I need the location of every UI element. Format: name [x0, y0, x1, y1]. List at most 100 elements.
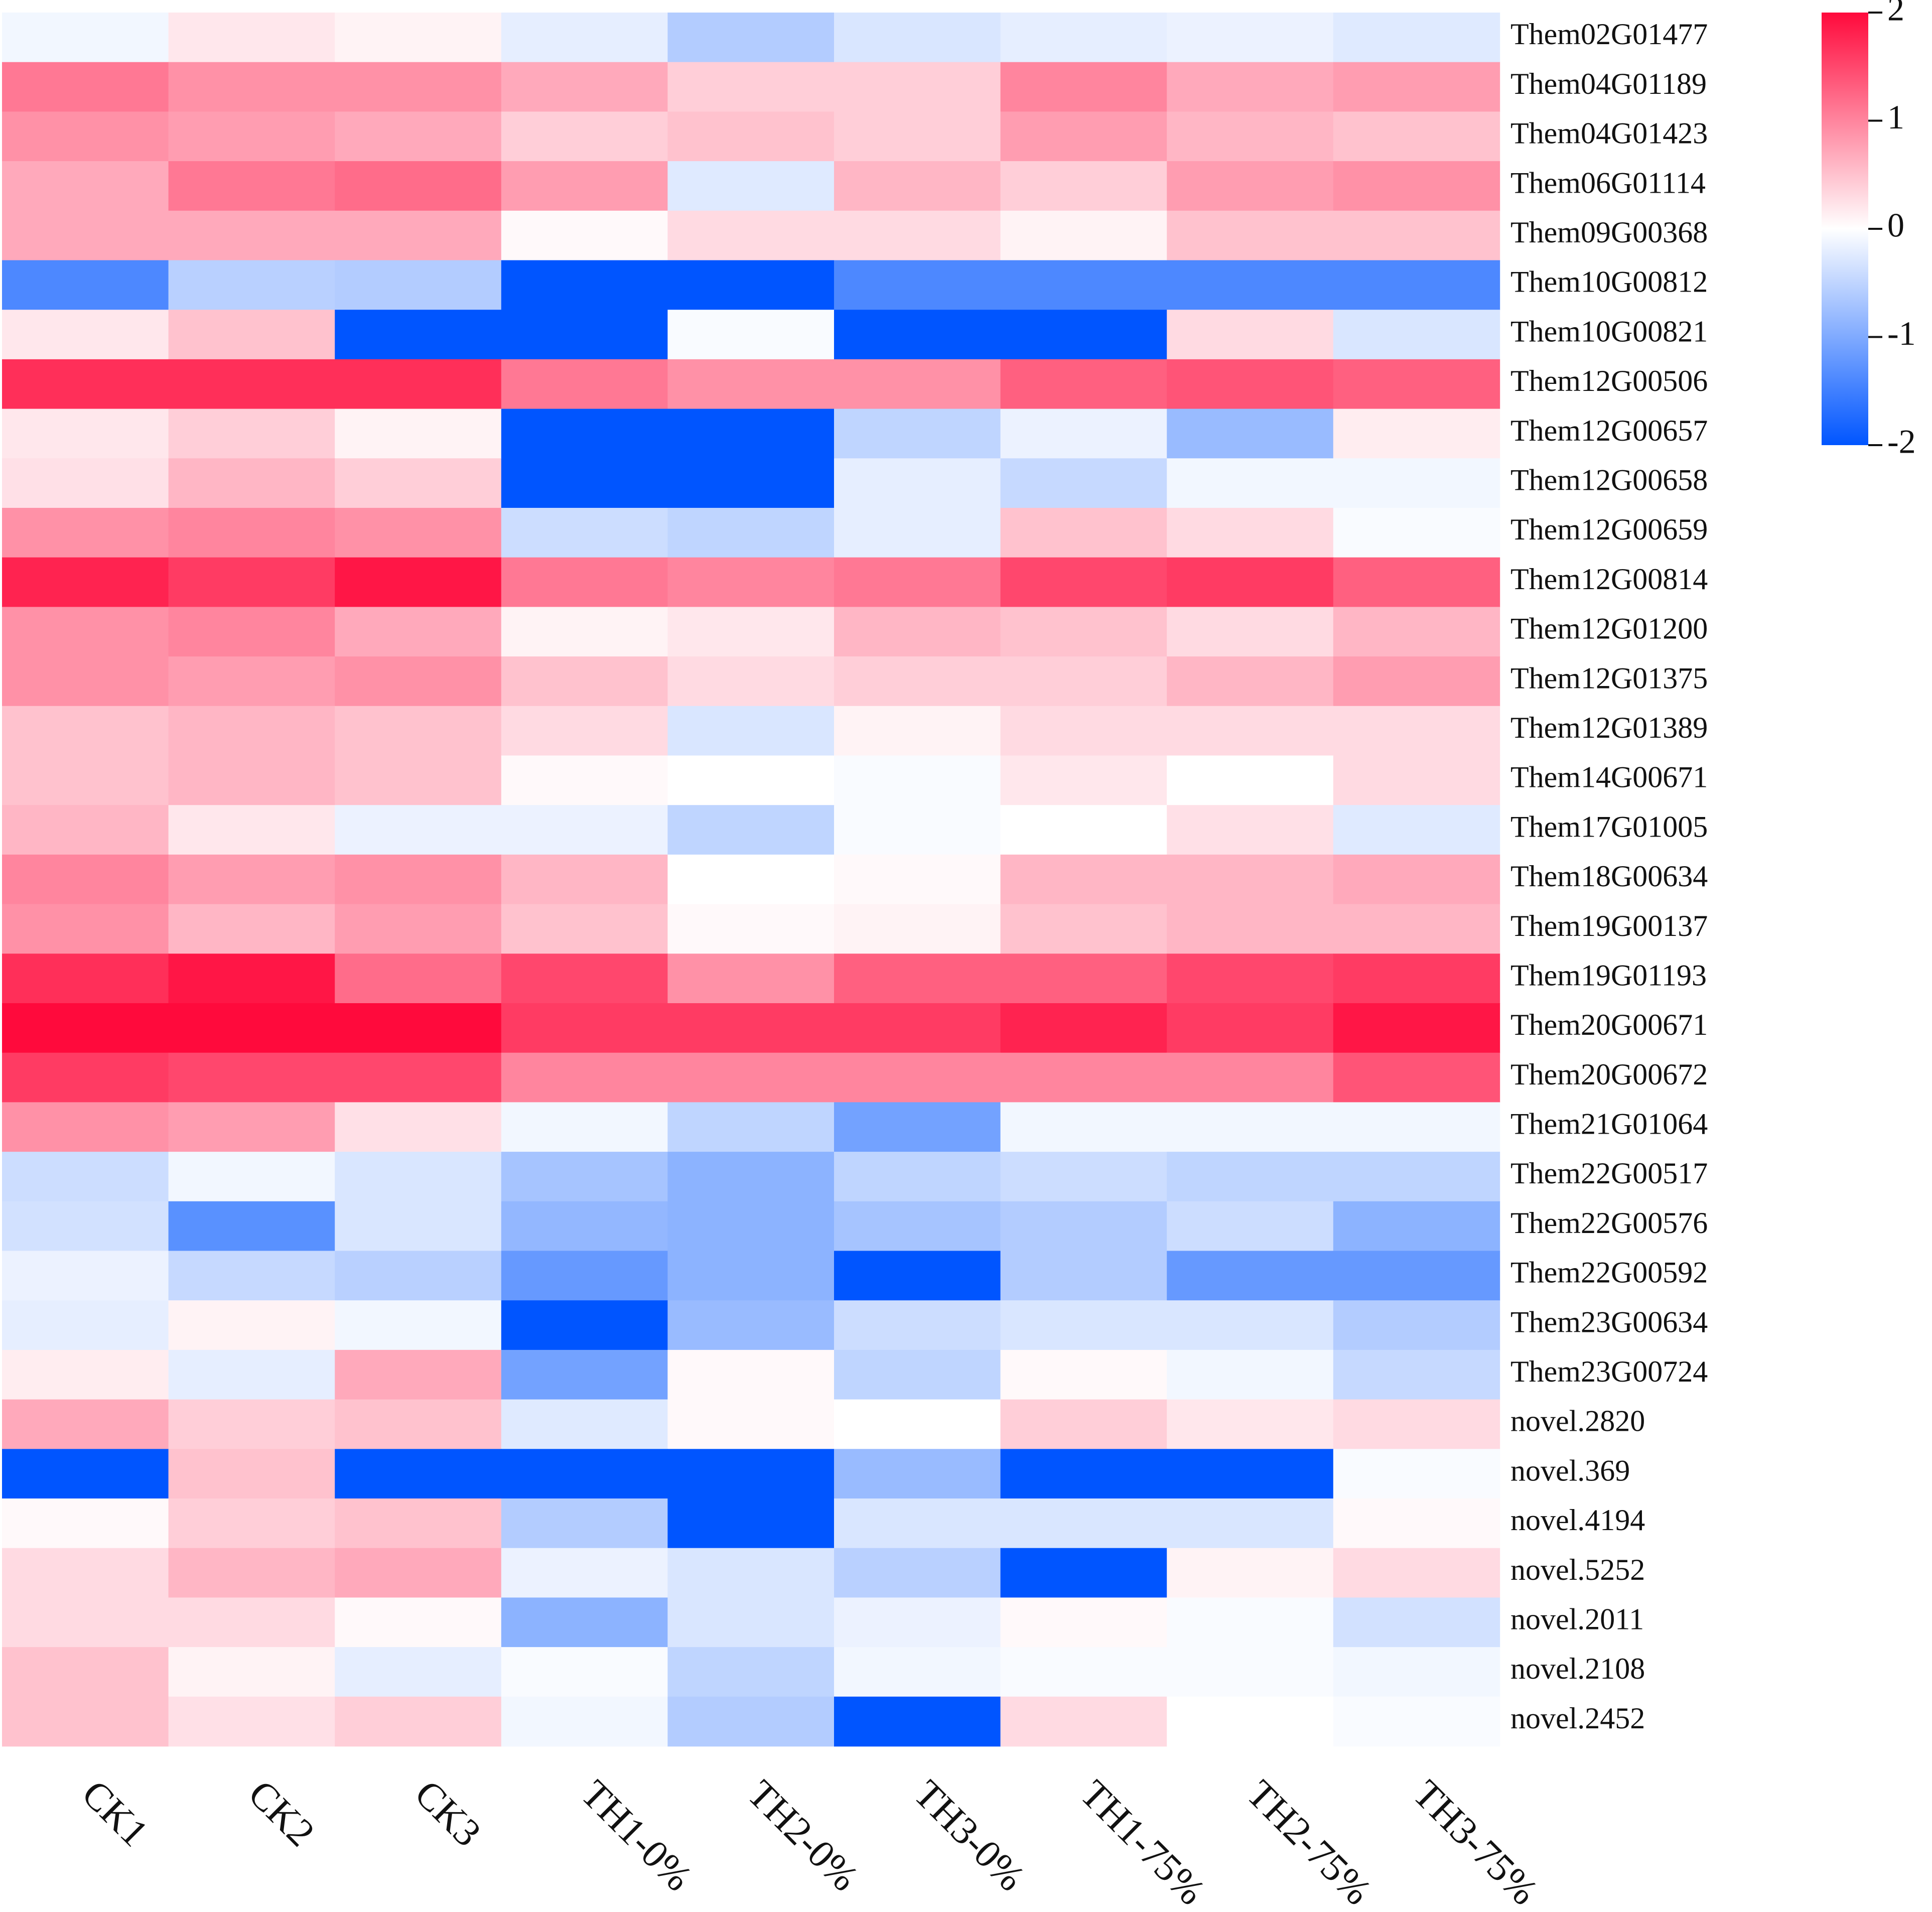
- heatmap-cell: [1000, 1449, 1167, 1499]
- heatmap-cell: [168, 656, 335, 707]
- row-label: Them19G00137: [1510, 909, 1708, 942]
- heatmap-cell: [1000, 1498, 1167, 1549]
- heatmap-cell: [834, 1003, 1001, 1053]
- row-label: Them21G01064: [1510, 1108, 1708, 1141]
- row-label: Them12G01389: [1510, 711, 1708, 744]
- heatmap-cell: [1000, 359, 1167, 409]
- heatmap-cell: [1333, 805, 1500, 855]
- heatmap-cell: [1000, 1251, 1167, 1301]
- heatmap-cell: [168, 1201, 335, 1252]
- row-label: novel.2452: [1510, 1702, 1645, 1735]
- heatmap-cell: [834, 904, 1001, 954]
- heatmap-cell: [168, 1052, 335, 1103]
- heatmap-cell: [1333, 161, 1500, 211]
- row-label: Them12G00814: [1510, 563, 1708, 596]
- heatmap-cell: [667, 1498, 835, 1549]
- heatmap-cell: [501, 62, 668, 112]
- heatmap-cell: [1000, 706, 1167, 756]
- heatmap-cell: [667, 1102, 835, 1152]
- heatmap-cell: [335, 458, 502, 508]
- heatmap-cell: [1167, 706, 1334, 756]
- heatmap-cell: [335, 62, 502, 112]
- heatmap-cell: [2, 953, 169, 1004]
- heatmap-cell: [501, 1498, 668, 1549]
- column-label: TH1-0%: [573, 1771, 701, 1899]
- heatmap-cell: [501, 1647, 668, 1697]
- heatmap-cell: [834, 953, 1001, 1004]
- heatmap-cell: [834, 1201, 1001, 1252]
- row-label: Them18G00634: [1510, 860, 1708, 893]
- heatmap-cell: [335, 1647, 502, 1697]
- heatmap-cell: [667, 62, 835, 112]
- heatmap-cell: [168, 706, 335, 756]
- heatmap-cell: [2, 1102, 169, 1152]
- row-label: Them22G00592: [1510, 1256, 1708, 1289]
- heatmap-cell: [168, 310, 335, 360]
- heatmap-cell: [168, 210, 335, 261]
- heatmap-cell: [1333, 1300, 1500, 1350]
- heatmap-cell: [168, 1300, 335, 1350]
- heatmap-cell: [2, 1300, 169, 1350]
- heatmap-cell: [1333, 310, 1500, 360]
- heatmap-cell: [1000, 1102, 1167, 1152]
- heatmap-cell: [501, 1251, 668, 1301]
- heatmap-cell: [168, 260, 335, 310]
- heatmap-cell: [1000, 1696, 1167, 1747]
- heatmap-cell: [834, 1597, 1001, 1648]
- heatmap-cell: [168, 607, 335, 657]
- heatmap-cell: [501, 1102, 668, 1152]
- heatmap-cell: [501, 408, 668, 459]
- heatmap-cell: [1333, 1399, 1500, 1450]
- heatmap-cell: [335, 607, 502, 657]
- row-label: Them20G00671: [1510, 1008, 1708, 1041]
- heatmap-cell: [1333, 1251, 1500, 1301]
- heatmap-cell: [1167, 359, 1334, 409]
- colorbar-gradient: [1822, 13, 1868, 445]
- heatmap-cell: [335, 1349, 502, 1400]
- heatmap-cell: [2, 1399, 169, 1450]
- heatmap-cell: [2, 904, 169, 954]
- heatmap-cell: [1000, 557, 1167, 608]
- heatmap-cell: [834, 1300, 1001, 1350]
- heatmap-cell: [667, 161, 835, 211]
- heatmap-cell: [1000, 13, 1167, 63]
- heatmap-cell: [667, 1201, 835, 1252]
- row-label: Them10G00821: [1510, 315, 1708, 348]
- heatmap-cell: [667, 854, 835, 905]
- heatmap-cell: [168, 508, 335, 558]
- heatmap-cell: [501, 310, 668, 360]
- heatmap-cell: [501, 1597, 668, 1648]
- heatmap-cell: [1167, 508, 1334, 558]
- heatmap-cell: [1167, 1152, 1334, 1202]
- heatmap-cell: [501, 1548, 668, 1598]
- heatmap-cell: [1333, 755, 1500, 805]
- heatmap-cell: [1167, 310, 1334, 360]
- heatmap-cell: [1167, 1003, 1334, 1053]
- colorbar: 2 1 0 -1 -2: [1822, 0, 1916, 461]
- heatmap-cell: [501, 508, 668, 558]
- heatmap-cell: [1000, 62, 1167, 112]
- heatmap-cell: [1167, 607, 1334, 657]
- heatmap-cell: [501, 1349, 668, 1400]
- heatmap-cell: [501, 1300, 668, 1350]
- column-label: TH3-75%: [1405, 1771, 1547, 1912]
- heatmap-cell: [2, 1003, 169, 1053]
- heatmap-cell: [834, 1498, 1001, 1549]
- heatmap-cell: [1167, 755, 1334, 805]
- heatmap-cell: [501, 13, 668, 63]
- colorbar-tick-label: -2: [1887, 423, 1916, 461]
- heatmap-cell: [501, 260, 668, 310]
- heatmap-cell: [2, 557, 169, 608]
- column-label: CK2: [240, 1771, 324, 1855]
- heatmap-cell: [1333, 111, 1500, 162]
- heatmap-cell: [168, 458, 335, 508]
- heatmap-cell: [335, 1449, 502, 1499]
- heatmap-cell: [1333, 1052, 1500, 1103]
- row-labels: Them02G01477 Them04G01189 Them04G01423 Them…: [1510, 18, 1708, 1735]
- heatmap-cell: [168, 557, 335, 608]
- row-label: Them17G01005: [1510, 810, 1708, 843]
- row-label: Them12G01375: [1510, 661, 1708, 695]
- heatmap-cell: [168, 755, 335, 805]
- row-label: Them06G01114: [1510, 166, 1706, 199]
- row-label: Them22G00517: [1510, 1157, 1708, 1190]
